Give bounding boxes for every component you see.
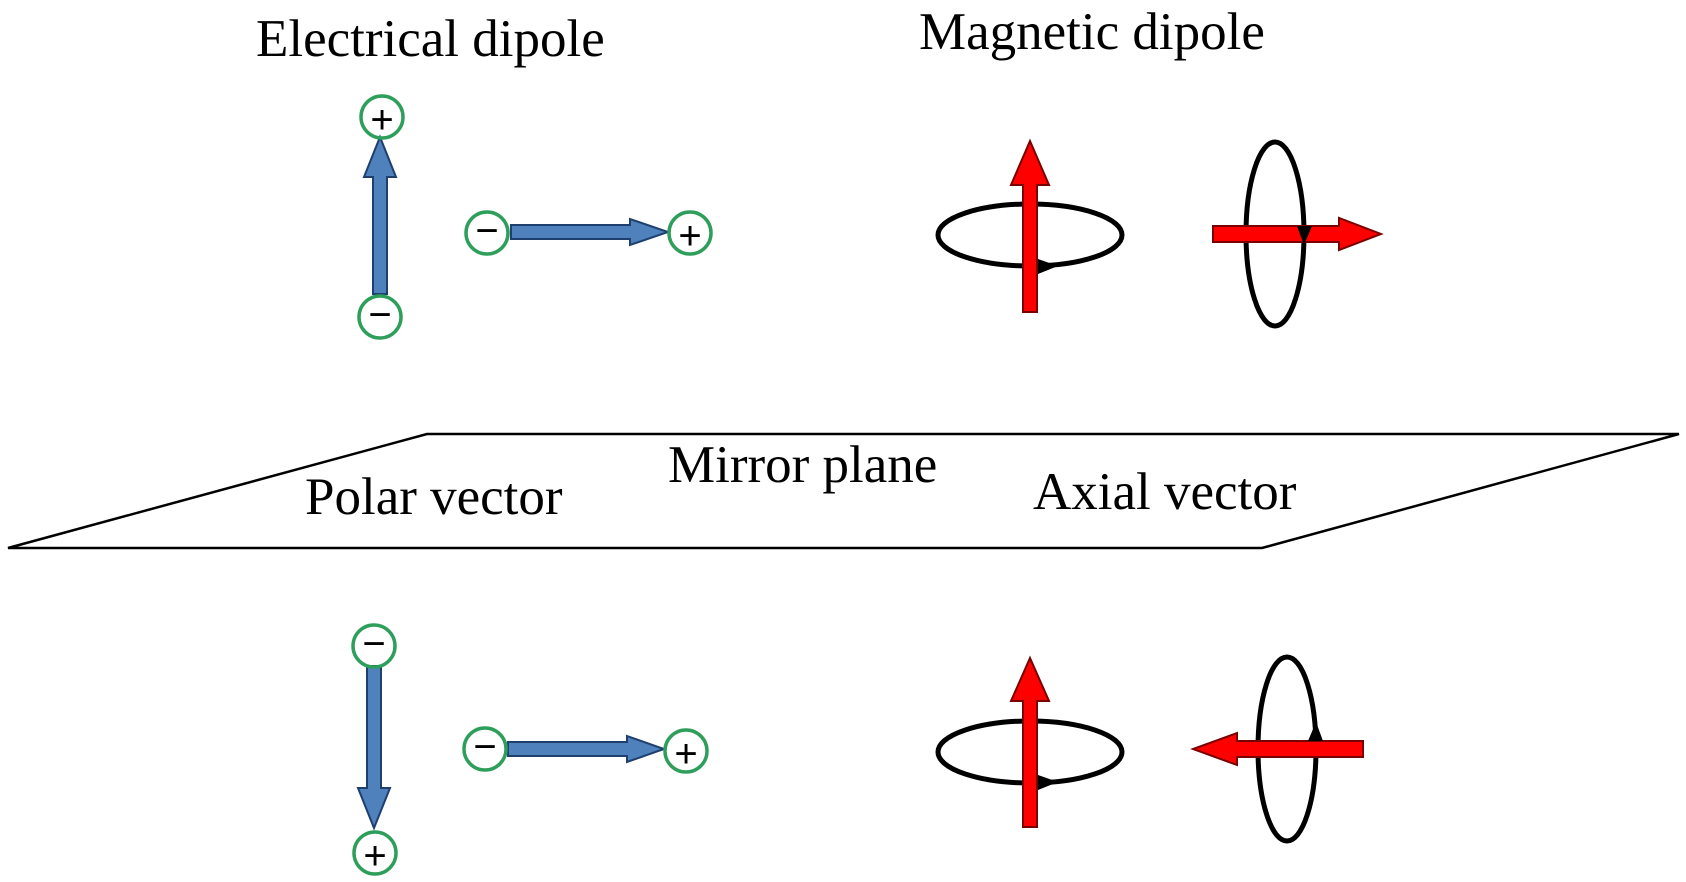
charge-plus-top-horizontal: + — [667, 210, 713, 258]
charge-minus-top-vertical: − — [357, 293, 403, 340]
charge-minus-bottom-vertical: − — [351, 622, 397, 669]
charge-minus-top-horizontal: − — [464, 209, 510, 256]
axial-vector-label: Axial vector — [1033, 463, 1297, 521]
polar-arrow-vertical-bottom — [356, 665, 392, 831]
plus-sign: + — [370, 98, 393, 142]
loop-direction-arrowhead-vertical-top — [1297, 226, 1312, 245]
mirror-plane — [7, 432, 1680, 550]
loop-direction-arrowhead — [1038, 775, 1058, 790]
mirror-plane-label: Mirror plane — [668, 436, 937, 494]
charge-minus-bottom-horizontal: − — [462, 725, 508, 772]
charge-plus-bottom-vertical: + — [352, 830, 398, 878]
loop-direction-arrowhead — [1038, 259, 1058, 274]
plus-sign: + — [363, 834, 386, 878]
axial-arrow-vertical-top — [1009, 138, 1051, 313]
charge-plus-bottom-horizontal: + — [663, 728, 709, 776]
charge-plus-top-vertical: + — [359, 94, 405, 142]
polar-arrow-horizontal-top — [510, 217, 672, 247]
loop-direction-arrowhead-vertical-bottom — [1308, 722, 1323, 741]
polar-vector-label: Polar vector — [305, 468, 563, 526]
minus-sign: − — [475, 209, 498, 253]
minus-sign: − — [368, 293, 391, 337]
axial-arrow-horizontal-top — [1212, 216, 1384, 252]
plus-sign: + — [678, 214, 701, 258]
plus-sign: + — [674, 732, 697, 776]
polar-arrow-vertical-top — [362, 134, 398, 295]
axial-arrow-horizontal-bottom — [1190, 731, 1364, 767]
minus-sign: − — [362, 622, 385, 666]
axial-arrow-vertical-bottom — [1009, 655, 1051, 828]
title-magnetic-dipole: Magnetic dipole — [919, 3, 1265, 61]
polar-arrow-horizontal-bottom — [507, 734, 668, 764]
title-electrical-dipole: Electrical dipole — [256, 10, 605, 68]
minus-sign: − — [473, 725, 496, 769]
